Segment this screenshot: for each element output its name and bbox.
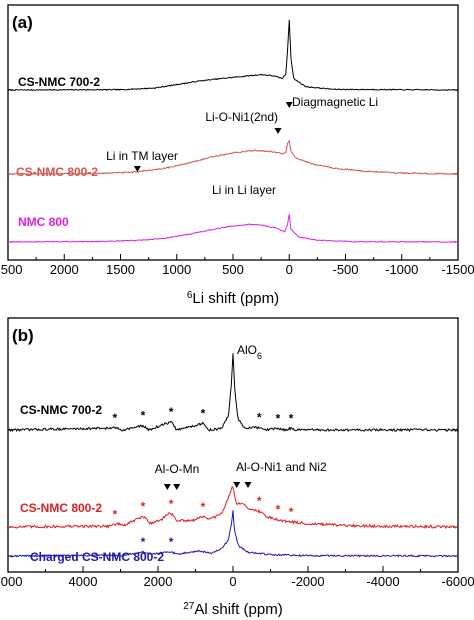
x-tick-label: -2000 — [291, 574, 324, 589]
x-tick-label: 1500 — [106, 262, 135, 277]
annotation-arrow — [233, 482, 241, 488]
annotation-arrow — [274, 128, 282, 134]
peak-star: * — [169, 535, 174, 549]
annotation-1: Al-O-Mn — [155, 462, 200, 476]
annotation-arrow — [285, 102, 293, 108]
peak-star: * — [201, 500, 206, 514]
annotation-0: AlO6 — [237, 343, 262, 361]
peak-star: * — [289, 411, 294, 425]
annotation-2: Al-O-Ni1 and Ni2 — [236, 460, 327, 474]
panel-a-x-axis: 2500 2000 1500 1000 500 0 -500 -1000 -1500 — [0, 89, 474, 277]
panel-a-x-axis-label-sup: 6 — [187, 290, 193, 301]
peak-star: * — [113, 507, 118, 521]
series-line-2 — [8, 510, 459, 558]
x-tick-label: -500 — [332, 262, 358, 277]
x-tick-label: 500 — [222, 262, 244, 277]
panel-b-series: CS-NMC 700-2 CS-NMC 800-2 Charged CS-NMC 8… — [7, 353, 459, 564]
peak-star: * — [141, 499, 146, 513]
x-tick-label: -1500 — [441, 262, 474, 277]
series-line-0 — [7, 353, 459, 433]
panel-b-x-axis-label-text: Al shift (ppm) — [194, 601, 282, 618]
series-line-1 — [7, 485, 459, 530]
peak-star: * — [289, 505, 294, 519]
x-tick-label: 2000 — [50, 262, 79, 277]
annotation-1: Li-O-Ni1(2nd) — [205, 110, 278, 124]
peak-star: * — [257, 411, 262, 425]
annotation-text: Li in TM layer — [106, 149, 178, 163]
peak-star: * — [201, 406, 206, 420]
x-tick-label: 0 — [286, 262, 293, 277]
panel-a-x-axis-label: 6Li shift (ppm) — [187, 290, 279, 308]
panel-b: (b) 6000 4000 2000 0 -2000 -4000 -6000 CS-NMC … — [0, 317, 474, 619]
annotation-text: Li in Li layer — [212, 183, 276, 197]
x-tick-label: 6000 — [0, 574, 22, 589]
annotation-subscript: 6 — [257, 351, 262, 361]
annotation-text: Li-O-Ni1(2nd) — [205, 110, 278, 124]
series-label-2: Charged CS-NMC 800-2 — [30, 550, 164, 564]
peak-star: * — [257, 494, 262, 508]
peak-star: * — [169, 405, 174, 419]
x-tick-label: 0 — [229, 574, 236, 589]
peak-star: * — [276, 411, 281, 425]
annotation-text: Diagmagnetic Li — [292, 95, 378, 109]
annotation-arrow — [244, 482, 252, 488]
peak-star: * — [276, 503, 281, 517]
panel-b-annotations: * * * * * * * * * * * * * * * * AlO6 Al-O-Mn Al-O-Ni1 and … — [113, 343, 327, 549]
x-tick-label: -4000 — [366, 574, 399, 589]
x-tick-label: -6000 — [441, 574, 474, 589]
annotation-arrow — [133, 166, 141, 172]
x-tick-label: 4000 — [69, 574, 98, 589]
panel-a-series: CS-NMC 700-2 CS-NMC 800-2 NMC 800 — [7, 19, 459, 244]
peak-star: * — [113, 411, 118, 425]
panel-a-annotations: Diagmagnetic Li Li-O-Ni1(2nd) Li in TM lay… — [106, 95, 378, 197]
series-label-1: CS-NMC 800-2 — [20, 501, 102, 515]
x-tick-label: 1000 — [162, 262, 191, 277]
series-label-2: NMC 800 — [18, 215, 69, 229]
panel-b-label: (b) — [12, 326, 34, 345]
annotation-text: Al-O-Ni1 and Ni2 — [236, 460, 327, 474]
series-label-0: CS-NMC 700-2 — [20, 403, 102, 417]
peak-star: * — [169, 497, 174, 511]
annotation-text: Al-O-Mn — [155, 462, 200, 476]
panel-b-x-axis-label-sup: 27 — [183, 601, 195, 612]
peak-star: * — [141, 409, 146, 423]
panel-a-frame — [7, 4, 459, 261]
series-line-1 — [7, 139, 459, 176]
panel-a-x-axis-label-text: Li shift (ppm) — [192, 290, 279, 307]
annotation-2: Li in TM layer — [106, 149, 178, 163]
annotation-3: Li in Li layer — [212, 183, 276, 197]
annotation-arrow — [163, 484, 171, 490]
annotation-0: Diagmagnetic Li — [292, 95, 378, 109]
peak-star: * — [141, 535, 146, 549]
panel-a-label: (a) — [12, 13, 33, 32]
annotation-text: AlO — [237, 343, 257, 357]
series-line-2 — [7, 214, 459, 244]
x-tick-label: -1000 — [385, 262, 418, 277]
annotation-arrow — [173, 484, 181, 490]
x-tick-label: 2500 — [0, 262, 22, 277]
panel-b-x-axis-label: 27Al shift (ppm) — [183, 601, 282, 619]
panel-a: (a) 2500 2000 1500 1000 500 0 -500 -1000 -1500 C… — [0, 4, 474, 308]
series-line-0 — [7, 19, 459, 92]
x-tick-label: 2000 — [144, 574, 173, 589]
panel-b-x-axis: 6000 4000 2000 0 -2000 -4000 -6000 — [0, 429, 474, 589]
series-label-1: CS-NMC 800-2 — [16, 165, 98, 179]
series-label-0: CS-NMC 700-2 — [18, 75, 100, 89]
